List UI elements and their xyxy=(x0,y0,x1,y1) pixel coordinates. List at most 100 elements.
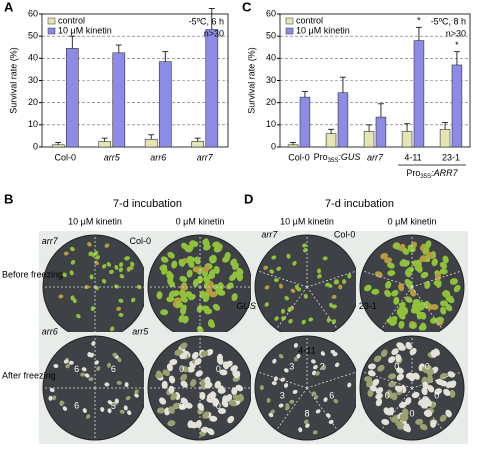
bar xyxy=(326,134,336,147)
seedling xyxy=(168,386,174,394)
survivor-count: 0 xyxy=(179,401,184,411)
row-label: Before freezing xyxy=(2,269,63,279)
x-tick-label: Col-0 xyxy=(54,152,76,162)
bar xyxy=(159,62,171,147)
survivor-count: 6 xyxy=(111,364,116,374)
seedling xyxy=(281,309,285,314)
bar xyxy=(376,117,386,147)
survivor-count: 0 xyxy=(216,401,221,411)
survivor-count: 3 xyxy=(280,390,285,400)
survivor-count: 0 xyxy=(425,361,430,371)
legend-swatch xyxy=(48,28,55,34)
genotype-label: 4-11 xyxy=(298,345,315,355)
x-tick-label: Pro35S:GUS xyxy=(314,152,361,163)
survivor-count: 0 xyxy=(179,364,184,374)
bar xyxy=(452,65,462,147)
x-tick-label: arr7 xyxy=(367,152,384,162)
y-tick-label: 30 xyxy=(266,75,276,85)
bar xyxy=(338,93,348,147)
plate-photo xyxy=(251,231,363,343)
bar xyxy=(99,141,111,147)
annotation: n>30 xyxy=(204,28,224,38)
genotype-label: arr7 xyxy=(261,230,278,240)
plate-photo xyxy=(356,332,468,444)
survivor-count: 0 xyxy=(216,364,221,374)
bar xyxy=(113,53,125,147)
survivor-count: 5 xyxy=(111,401,116,411)
group-label: Pro35S:ARR7 xyxy=(406,168,458,179)
panel-label: D xyxy=(244,191,253,206)
seedling xyxy=(80,373,85,377)
plate-photo xyxy=(144,231,256,343)
panel-label: A xyxy=(4,0,14,14)
plate-photo xyxy=(356,231,468,343)
y-tick-label: 20 xyxy=(266,97,276,107)
legend-swatch xyxy=(48,18,55,24)
plate-photo xyxy=(39,332,151,444)
survivor-count: 6 xyxy=(329,390,334,400)
y-tick-label: 40 xyxy=(266,53,276,63)
survivor-count: 6 xyxy=(74,364,79,374)
seedling xyxy=(260,385,264,390)
genotype-label: arr5 xyxy=(132,327,149,337)
genotype-label: Col-0 xyxy=(130,236,152,246)
bar xyxy=(288,145,298,147)
column-label: 0 μM kinetin xyxy=(388,216,437,226)
genotype-label: 23-1 xyxy=(359,301,377,311)
panel-title: 7-d incubation xyxy=(113,198,182,210)
legend-swatch xyxy=(286,18,293,24)
legend-label: control xyxy=(296,15,323,25)
row-label: After freezing xyxy=(2,370,56,380)
genotype-label: arr6 xyxy=(42,327,58,337)
bar xyxy=(52,145,64,147)
legend-label: 10 μM kinetin xyxy=(58,25,112,35)
y-tick-label: 50 xyxy=(266,31,276,41)
survivor-count: 0 xyxy=(385,390,390,400)
seedling xyxy=(217,354,223,362)
legend-label: 10 μM kinetin xyxy=(296,25,350,35)
significance: * xyxy=(417,16,421,26)
genotype-label: arr7 xyxy=(42,236,59,246)
bar xyxy=(300,97,310,147)
bar xyxy=(66,48,78,147)
x-tick-label: 23-1 xyxy=(442,152,460,162)
panel-title: 7-d incubation xyxy=(325,198,394,210)
annotation: n>30 xyxy=(446,28,466,38)
y-axis-label: Survival rate (%) xyxy=(8,47,18,114)
bar xyxy=(192,141,204,147)
x-tick-label: arr7 xyxy=(197,152,214,162)
bar xyxy=(206,30,218,147)
y-tick-label: 0 xyxy=(33,141,38,151)
bar xyxy=(402,131,412,147)
y-tick-label: 20 xyxy=(28,97,38,107)
significance: * xyxy=(455,40,459,50)
column-label: 0 μM kinetin xyxy=(176,216,225,226)
x-tick-label: arr5 xyxy=(104,152,121,162)
y-tick-label: 60 xyxy=(266,8,276,18)
survivor-count: 8 xyxy=(304,408,309,418)
survivor-count: 3 xyxy=(289,361,294,371)
x-tick-label: 4-11 xyxy=(404,152,421,162)
survivor-count: 0 xyxy=(394,361,399,371)
y-tick-label: 60 xyxy=(28,8,38,18)
x-tick-label: arr6 xyxy=(150,152,166,162)
survivor-count: 6 xyxy=(74,401,79,411)
bar xyxy=(364,131,374,147)
legend-label: control xyxy=(58,15,85,25)
survivor-count: 0 xyxy=(409,408,414,418)
x-tick-label: Col-0 xyxy=(288,152,310,162)
genotype-label: Col-0 xyxy=(334,230,356,240)
bar xyxy=(414,41,424,147)
y-tick-label: 10 xyxy=(266,119,276,129)
panel-label: B xyxy=(4,191,13,206)
y-tick-label: 50 xyxy=(28,31,38,41)
survivor-count: 0 xyxy=(434,390,439,400)
annotation: -5ºC, 6 h xyxy=(189,16,224,26)
column-label: 10 μM kinetin xyxy=(280,216,334,226)
y-tick-label: 30 xyxy=(28,75,38,85)
y-tick-label: 40 xyxy=(28,53,38,63)
legend-swatch xyxy=(286,28,293,34)
genotype-label: GUS xyxy=(236,301,256,311)
bar xyxy=(440,129,450,147)
